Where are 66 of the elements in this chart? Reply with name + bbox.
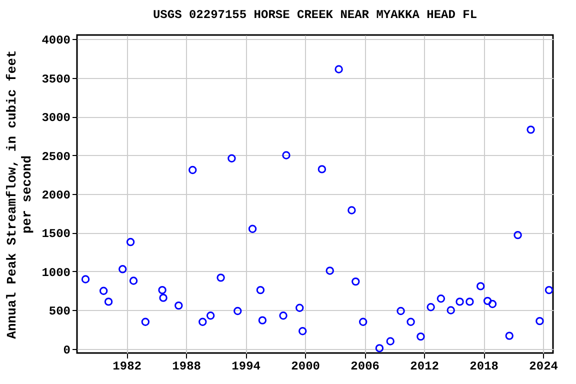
x-tick-label: 1988 xyxy=(172,360,201,374)
point xyxy=(386,337,394,346)
point xyxy=(118,265,127,274)
point xyxy=(488,300,497,308)
point xyxy=(326,266,334,275)
y-tick-label: 1500 xyxy=(42,227,70,242)
y-tick-label: 2500 xyxy=(42,150,70,164)
point xyxy=(296,304,304,312)
point xyxy=(99,286,108,295)
point xyxy=(256,286,265,294)
point xyxy=(505,332,514,340)
x-tick-label: 2018 xyxy=(470,360,498,374)
point xyxy=(352,277,360,286)
point xyxy=(159,294,168,302)
x-tick-label: 2012 xyxy=(410,360,439,374)
point xyxy=(436,294,446,303)
point xyxy=(483,296,492,306)
point xyxy=(188,166,197,174)
point xyxy=(279,312,288,320)
point xyxy=(446,306,455,314)
x-tick-label: 1994 xyxy=(232,360,260,374)
point xyxy=(81,275,90,284)
point xyxy=(298,327,307,336)
point xyxy=(426,303,435,312)
y-tick-label: 3500 xyxy=(42,72,70,86)
x-tick-label: 2006 xyxy=(350,360,380,374)
point xyxy=(234,306,242,316)
point xyxy=(129,276,138,285)
y-tick-label: 3000 xyxy=(42,111,70,126)
point xyxy=(141,318,150,326)
point xyxy=(526,126,535,134)
point xyxy=(544,286,554,294)
y-tick-label: 4000 xyxy=(42,34,70,48)
point xyxy=(104,298,113,306)
x-tick-label: 2000 xyxy=(291,360,320,374)
y-tick-label: 500 xyxy=(48,304,70,319)
point xyxy=(375,344,384,352)
point xyxy=(416,332,425,341)
point xyxy=(126,238,135,246)
point xyxy=(334,65,343,74)
x-tick-label: 2024 xyxy=(529,360,558,374)
point xyxy=(406,318,415,326)
point xyxy=(536,316,544,326)
point xyxy=(348,206,356,214)
y-tick-label: 1000 xyxy=(42,266,70,280)
point xyxy=(456,298,464,306)
point xyxy=(318,165,326,174)
point xyxy=(158,286,166,294)
point xyxy=(466,298,474,306)
y-tick-label: 2000 xyxy=(42,188,70,202)
point xyxy=(206,312,215,320)
point xyxy=(228,154,236,162)
point xyxy=(282,151,290,160)
y-tick-label: 0 xyxy=(63,343,70,358)
point xyxy=(514,230,522,240)
point xyxy=(174,301,183,310)
chart-title: USGS 02297155 HORSE CREEK NEAR MYAKKA HEAD FL xyxy=(152,8,478,22)
y-axis-title: Annual Peak Streamflow, in cubic feet per second xyxy=(4,50,35,339)
point xyxy=(198,318,207,326)
point xyxy=(358,318,368,326)
point xyxy=(248,224,257,233)
x-tick-label: 1982 xyxy=(112,360,142,374)
point xyxy=(216,274,225,282)
point xyxy=(396,306,405,316)
point xyxy=(258,316,267,324)
point xyxy=(476,282,485,290)
